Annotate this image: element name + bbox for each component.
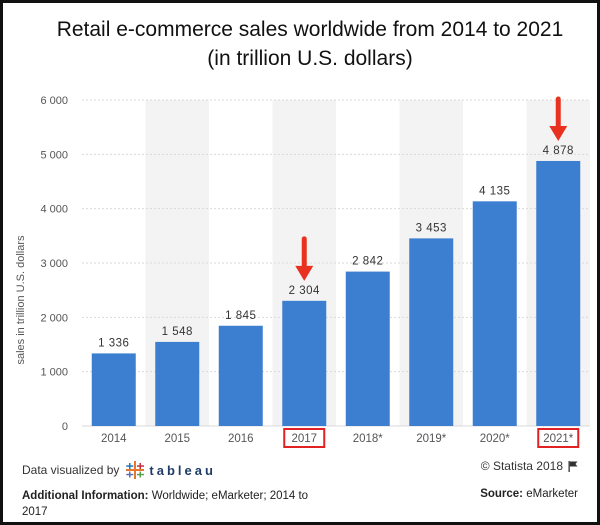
highlight-box (283, 428, 326, 448)
x-tick-label: 2021* (543, 433, 574, 445)
bar (155, 341, 200, 426)
source-note: Source: eMarketer (480, 488, 578, 500)
bar (409, 238, 454, 426)
source-text: eMarketer (526, 488, 578, 500)
x-tick-label: 2014 (101, 433, 127, 445)
data-label: 1 845 (225, 310, 256, 322)
tableau-logo: tableau (125, 460, 216, 480)
data-label: 2 842 (352, 256, 383, 268)
bar (472, 201, 517, 426)
source-label: Source: (480, 488, 524, 500)
y-tick-label: 0 (62, 421, 68, 433)
x-tick-label: 2018* (353, 433, 384, 445)
additional-info-text: Worldwide; eMarketer; 2014 to 2017 (22, 490, 309, 518)
y-tick-label: 3 000 (40, 258, 68, 270)
bar (345, 271, 390, 426)
bar (91, 353, 136, 426)
chart-title: Retail e-commerce sales worldwide from 2… (56, 18, 564, 41)
bar (218, 325, 263, 426)
x-tick-label: 2016 (228, 433, 254, 445)
data-label: 4 135 (479, 185, 510, 197)
y-axis-label: sales in trillion U.S. dollars (15, 235, 27, 365)
bar (282, 300, 327, 426)
bar (536, 160, 581, 426)
y-tick-label: 5 000 (40, 149, 68, 161)
data-label: 3 453 (416, 222, 447, 234)
x-tick-label: 2017 (291, 433, 317, 445)
x-tick-label: 2020* (480, 433, 511, 445)
additional-info-label: Additional Information: (22, 490, 149, 502)
tableau-wordmark: tableau (149, 462, 216, 478)
visualized-by-text: Data visualized by (22, 463, 120, 477)
y-tick-label: 1 000 (40, 367, 68, 379)
statista-credit[interactable]: © Statista 2018 (481, 459, 578, 473)
copyright-text: © Statista 2018 (480, 459, 563, 473)
y-tick-label: 6 000 (40, 95, 68, 107)
x-tick-label: 2015 (164, 433, 190, 445)
x-tick-label: 2019* (416, 433, 447, 445)
tableau-plus-icon (126, 461, 145, 479)
data-label: 1 548 (162, 326, 193, 338)
annotation-arrow-head (295, 265, 314, 281)
chart-subtitle: (in trillion U.S. dollars) (207, 47, 413, 70)
tableau-attribution[interactable]: Data visualized by tableau (22, 460, 216, 480)
additional-information: Additional Information: Worldwide; eMark… (22, 488, 312, 520)
highlight-box (537, 428, 580, 448)
y-tick-label: 4 000 (40, 204, 68, 216)
annotation-arrow-head (549, 125, 568, 141)
y-tick-label: 2 000 (40, 312, 68, 324)
data-label: 1 336 (98, 337, 129, 349)
data-label: 2 304 (289, 285, 320, 297)
flag-icon[interactable] (568, 460, 578, 472)
data-label: 4 878 (543, 145, 574, 157)
